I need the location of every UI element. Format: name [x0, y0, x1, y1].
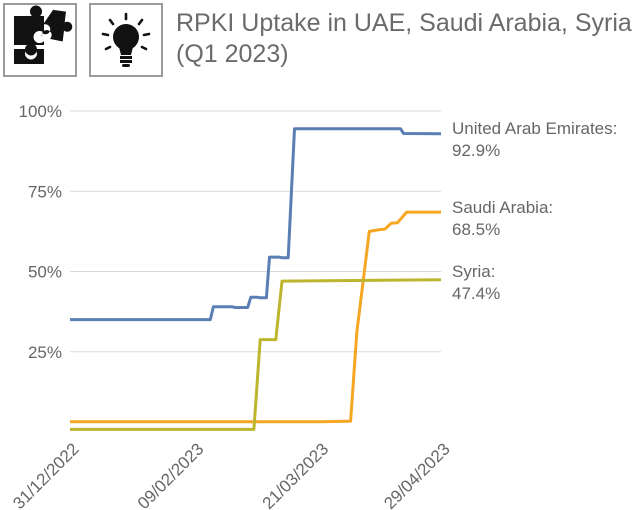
series-value-label: 47.4%	[452, 284, 500, 303]
series-name-label: Syria:	[452, 262, 495, 281]
y-tick-label: 75%	[28, 182, 62, 201]
x-tick-label: 21/03/2023	[259, 439, 333, 510]
puzzle-icon-box	[3, 3, 77, 77]
y-tick-label: 50%	[28, 263, 62, 282]
x-axis-ticks: 31/12/2022 09/02/2023 21/03/2023 29/04/2023	[9, 439, 454, 510]
series-line	[70, 127, 442, 322]
y-tick-label: 25%	[28, 343, 62, 362]
chart-title-line-2: (Q1 2023)	[176, 40, 289, 68]
y-tick-label: 100%	[19, 102, 62, 121]
x-tick-label: 31/12/2022	[9, 439, 83, 510]
puzzle-icon	[14, 5, 73, 64]
series-line	[70, 278, 442, 431]
series-line	[70, 210, 441, 424]
chart-title-line-1: RPKI Uptake in UAE, Saudi Arabia, Syria	[176, 9, 632, 37]
series-name-label: Saudi Arabia:	[452, 198, 553, 217]
chart-title: RPKI Uptake in UAE, Saudi Arabia, Syria …	[176, 8, 636, 70]
x-tick-label: 09/02/2023	[134, 439, 208, 510]
series-value-label: 68.5%	[452, 220, 500, 239]
y-axis-ticks: 25% 50% 75% 100%	[19, 102, 62, 362]
series-value-label: 92.9%	[452, 141, 500, 160]
x-tick-label: 29/04/2023	[380, 439, 454, 510]
grid	[70, 110, 441, 353]
series-name-label: United Arab Emirates:	[452, 119, 617, 138]
series-labels: United Arab Emirates: 92.9% Saudi Arabia: 6…	[452, 119, 617, 303]
series-lines	[70, 127, 442, 431]
lightbulb-icon	[101, 12, 151, 67]
lightbulb-icon-box	[89, 3, 163, 77]
